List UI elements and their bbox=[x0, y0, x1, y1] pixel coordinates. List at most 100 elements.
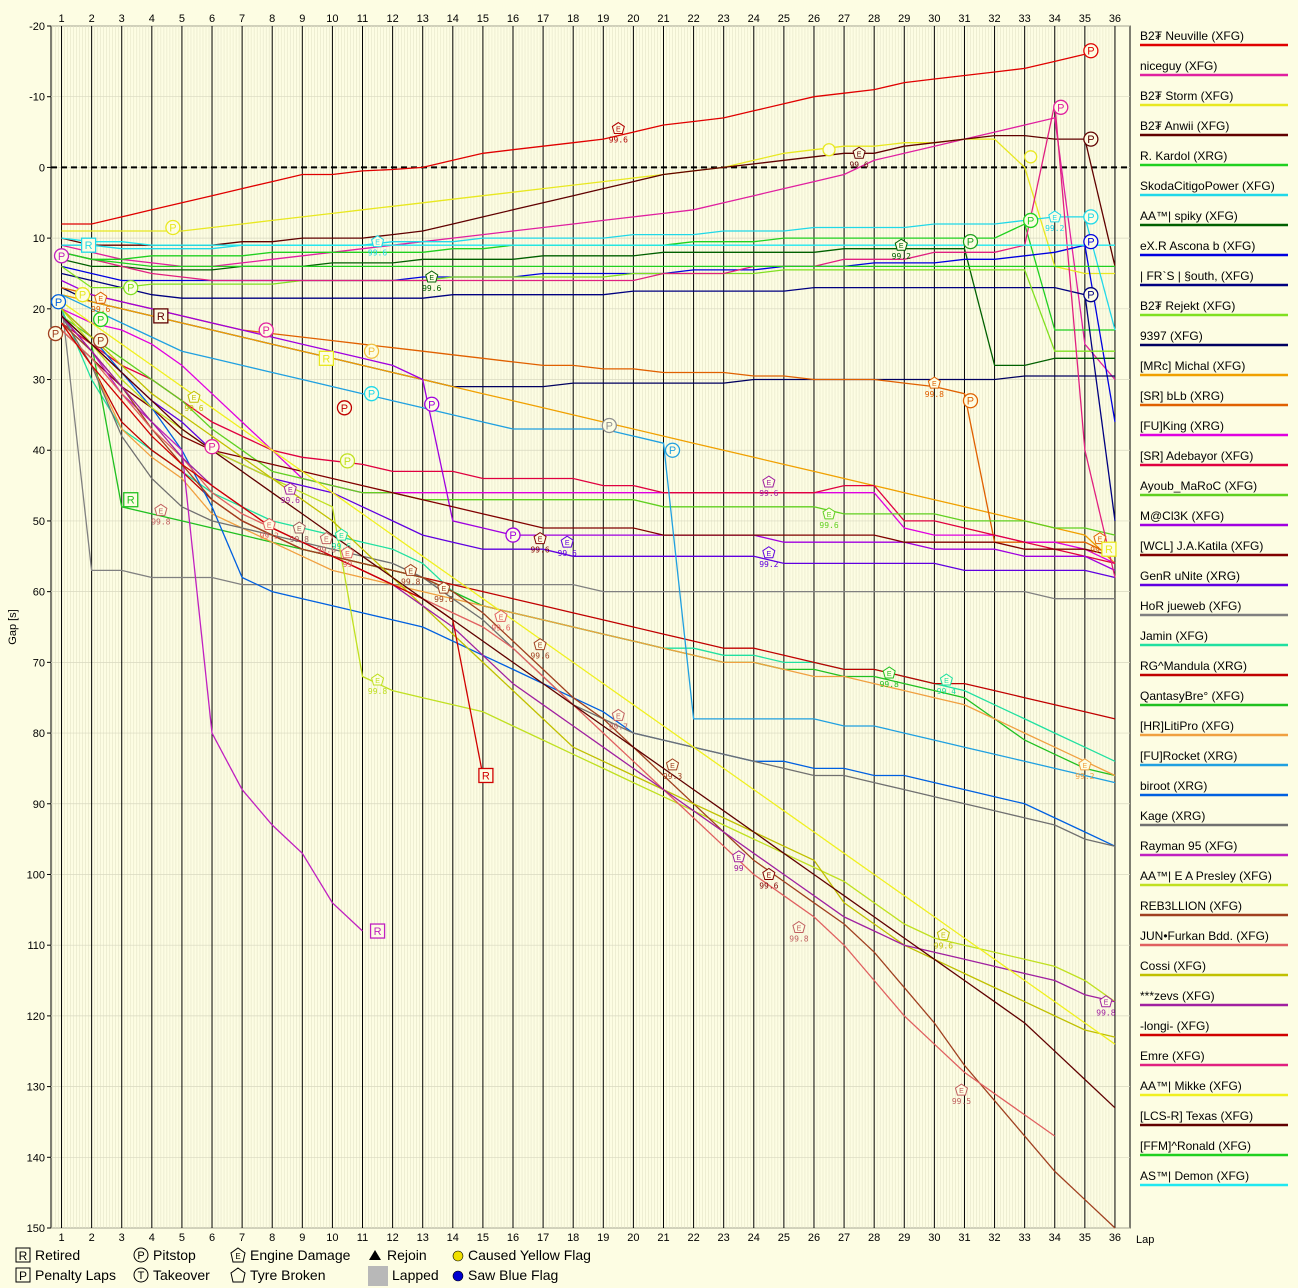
x-tick-label-bottom: 11 bbox=[357, 1232, 368, 1244]
x-tick-label-bottom: 16 bbox=[507, 1232, 519, 1244]
legend-box-icon bbox=[15, 1267, 31, 1283]
x-tick-label-bottom: 2 bbox=[89, 1232, 95, 1244]
driver-label-23: [HR]LitiPro (XFG) bbox=[1140, 719, 1234, 733]
engine-damage-value: 99.2 bbox=[892, 252, 911, 261]
marker-P-19: P bbox=[123, 279, 139, 296]
engine-damage-letter: E bbox=[766, 872, 771, 879]
marker-E-66: E 99 bbox=[732, 850, 746, 873]
legend-pentagon-icon bbox=[230, 1267, 246, 1283]
legend-circle-letter: P bbox=[137, 1250, 144, 1262]
engine-damage-value: 99.6 bbox=[332, 542, 351, 551]
retired-marker-letter: R bbox=[1105, 544, 1113, 556]
engine-damage-letter: E bbox=[345, 551, 350, 558]
marker-E-51: E 99.6 bbox=[530, 532, 550, 555]
retired-marker-letter: R bbox=[157, 311, 165, 323]
engine-damage-value: 99.6 bbox=[849, 160, 868, 169]
engine-damage-marker bbox=[437, 581, 451, 594]
x-tick-label-bottom: 33 bbox=[1019, 1232, 1031, 1244]
legend-item-0: R Retired bbox=[15, 1247, 80, 1263]
marker-P-11: P bbox=[962, 234, 979, 250]
legend-item-2: E Engine Damage bbox=[230, 1247, 351, 1263]
x-tick-label-bottom: 31 bbox=[958, 1232, 970, 1244]
engine-damage-marker bbox=[939, 673, 953, 686]
pitstop-marker-letter: P bbox=[1087, 134, 1094, 146]
retired-marker-box bbox=[318, 350, 335, 366]
marker-E-61: E 99.8 bbox=[880, 666, 899, 689]
x-tick-label-top: 24 bbox=[748, 13, 760, 25]
engine-damage-letter: E bbox=[1083, 763, 1088, 770]
marker-Y-17 bbox=[1024, 150, 1038, 164]
pitstop-marker-letter: P bbox=[428, 399, 435, 411]
x-tick-label-top: 12 bbox=[386, 13, 398, 25]
marker-E-30: E 99.6 bbox=[184, 390, 204, 413]
pitstop-marker-circle bbox=[664, 442, 681, 458]
series-line-11 bbox=[61, 294, 1116, 564]
engine-damage-letter: E bbox=[288, 487, 293, 494]
engine-damage-letter: E bbox=[766, 480, 771, 487]
marker-P-37: P bbox=[962, 393, 979, 409]
pitstop-marker-letter: P bbox=[52, 329, 59, 341]
engine-damage-marker bbox=[665, 758, 680, 771]
legend-item-1: P Pitstop bbox=[133, 1247, 196, 1263]
driver-label-19: HoR jueweb (XFG) bbox=[1140, 599, 1241, 613]
marker-E-46: E 99.8 bbox=[290, 521, 309, 544]
engine-damage-marker bbox=[94, 291, 108, 304]
marker-E-60: E 99.8 bbox=[368, 673, 387, 696]
x-tick-label-bottom: 27 bbox=[838, 1232, 850, 1244]
y-tick-label: 50 bbox=[33, 516, 45, 528]
pitstop-marker-letter: P bbox=[263, 325, 270, 337]
x-tick-label-bottom: 8 bbox=[269, 1232, 275, 1244]
driver-label-31: Cossi (XFG) bbox=[1140, 959, 1206, 973]
engine-damage-letter: E bbox=[944, 678, 949, 685]
pitstop-marker-letter: P bbox=[341, 403, 348, 415]
y-tick-label: 110 bbox=[27, 940, 45, 952]
legend-text: Penalty Laps bbox=[35, 1267, 116, 1283]
marker-P-23: P bbox=[93, 311, 109, 328]
pitstop-marker-circle bbox=[1083, 287, 1099, 303]
legend-item-5: P Penalty Laps bbox=[15, 1267, 116, 1283]
driver-label-38: AS™| Demon (XFG) bbox=[1140, 1169, 1249, 1183]
x-tick-label-bottom: 13 bbox=[417, 1232, 429, 1244]
retired-marker-letter: R bbox=[482, 770, 490, 782]
marker-E-45: E 99.2 bbox=[260, 517, 279, 540]
marker-P-7: P bbox=[165, 219, 181, 236]
legend-text: Tyre Broken bbox=[250, 1267, 325, 1283]
engine-damage-letter: E bbox=[375, 678, 380, 685]
retired-marker-letter: R bbox=[127, 495, 135, 507]
x-tick-label-top: 18 bbox=[567, 13, 579, 25]
engine-damage-letter: E bbox=[324, 537, 329, 544]
marker-R-71: R bbox=[369, 923, 386, 939]
retired-marker-box bbox=[1101, 541, 1117, 557]
engine-damage-letter: E bbox=[538, 537, 543, 544]
series-line-16 bbox=[61, 279, 1116, 571]
engine-damage-letter: E bbox=[616, 713, 621, 720]
legend-item-4: Caused Yellow Flag bbox=[452, 1247, 591, 1263]
marker-E-62: E 99.4 bbox=[937, 673, 956, 696]
y-tick-label: 0 bbox=[39, 162, 45, 174]
pitstop-marker-letter: P bbox=[1087, 237, 1094, 249]
engine-damage-marker bbox=[494, 609, 508, 622]
engine-damage-marker bbox=[1093, 532, 1107, 545]
engine-damage-marker bbox=[262, 517, 276, 530]
engine-damage-value: 99 bbox=[734, 864, 744, 873]
engine-damage-letter: E bbox=[766, 551, 771, 558]
engine-damage-value: 99.6 bbox=[434, 595, 453, 604]
x-tick-label-top: 2 bbox=[89, 13, 95, 25]
retired-marker-box bbox=[153, 308, 169, 324]
retired-marker-box bbox=[80, 237, 97, 253]
engine-damage-letter: E bbox=[159, 508, 164, 515]
x-tick-label-top: 36 bbox=[1109, 13, 1121, 25]
y-tick-label: -10 bbox=[29, 92, 45, 104]
engine-damage-marker bbox=[732, 850, 746, 863]
series-line-36 bbox=[61, 315, 1116, 1109]
engine-damage-letter: E bbox=[375, 240, 380, 247]
y-tick-label: 70 bbox=[33, 657, 45, 669]
engine-damage-value: 99.8 bbox=[151, 517, 170, 526]
marker-P-33: P bbox=[424, 396, 440, 412]
y-tick-label: 60 bbox=[33, 587, 45, 599]
engine-damage-letter: E bbox=[797, 926, 802, 933]
x-tick-label-bottom: 24 bbox=[748, 1232, 760, 1244]
pitstop-marker-circle bbox=[93, 311, 109, 328]
driver-label-24: [FU]Rocket (XRG) bbox=[1140, 749, 1237, 763]
